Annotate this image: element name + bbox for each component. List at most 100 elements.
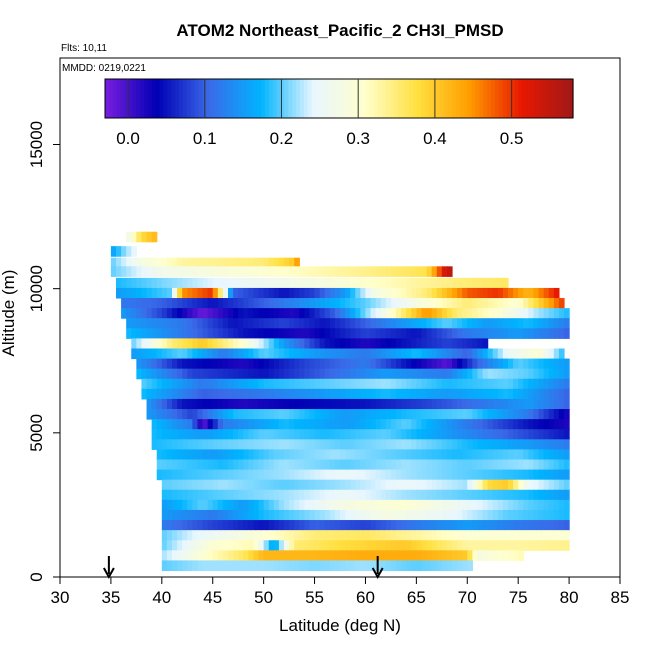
heat-cell-row-27 [222,509,229,521]
heat-cell-row-15 [141,388,148,400]
heat-cell-row-5 [508,287,514,299]
heat-cell-row-26 [248,499,255,511]
heat-cell-row-28 [273,520,280,531]
heat-cell-row-24 [350,479,356,491]
heat-cell-row-8 [523,318,529,329]
heat-cell-row-9 [253,328,260,339]
heat-cell-row-23 [294,469,300,481]
colorbar-segment [319,79,324,118]
colorbar-segment [405,79,410,118]
heat-cell-row-27 [533,509,540,521]
heat-cell-row-5 [380,287,387,299]
heat-cell-row-11 [502,348,509,360]
heat-cell-row-19 [533,429,540,440]
heat-cell-row-12 [452,358,458,370]
heat-cell-row-5 [523,287,529,299]
heat-cell-row-17 [177,409,183,420]
heat-cell-row-25 [161,489,168,501]
x-tick-label: 85 [611,588,630,607]
heat-cell-row-27 [319,509,326,521]
heat-cell-row-17 [431,409,438,420]
heat-cell-row-3 [136,266,143,277]
heat-cell-row-24 [487,479,494,491]
heat-cell-row-9 [538,328,545,339]
heat-cell-row-11 [492,348,499,360]
heat-cell-row-15 [472,388,479,400]
heat-cell-row-8 [126,318,132,329]
heat-cell-row-31 [289,550,295,561]
heat-cell-row-14 [548,378,555,390]
flights-note: Flts: 10,11 [61,43,107,54]
heat-cell-row-25 [243,489,249,501]
colorbar-segment [541,79,547,118]
heat-cell-row-17 [502,409,509,420]
heat-cell-row-27 [289,509,295,521]
heat-cell-row-13 [253,368,260,380]
heat-cell-row-19 [360,429,367,440]
heat-cell-row-6 [121,298,127,309]
heat-cell-row-27 [467,509,473,521]
heat-cell-row-5 [207,287,214,299]
colorbar-segment [463,79,469,118]
colorbar-segment [389,79,395,118]
heat-cell-row-21 [477,449,484,460]
heat-cell-row-27 [543,509,550,521]
heat-cell-row-6 [207,298,214,309]
heat-cell-row-3 [411,266,417,277]
heat-cell-row-14 [263,378,270,390]
heat-cell-row-4 [401,277,407,289]
heat-cell-row-13 [151,368,158,380]
heat-cell-row-14 [553,378,560,390]
heat-cell-row-8 [233,318,239,329]
heat-cell-row-14 [228,378,234,390]
heat-cell-row-12 [248,358,255,370]
heat-cell-row-5 [319,287,326,299]
heat-cell-row-12 [324,358,331,370]
heat-cell-row-26 [309,499,316,511]
heat-cell-row-13 [146,368,153,380]
heat-cell-row-3 [436,266,443,277]
heat-cell-row-15 [340,388,346,400]
heat-cell-row-16 [441,398,448,410]
heat-cell-row-12 [314,358,321,370]
heat-cell-row-16 [396,398,402,410]
heat-cell-row-25 [273,489,280,501]
heat-cell-row-8 [452,318,458,329]
heat-cell-row-12 [462,358,468,370]
heat-cell-row-28 [340,520,346,531]
colorbar-segment [374,79,379,118]
heat-cell-row-26 [426,499,433,511]
heat-cell-row-19 [462,429,468,440]
heat-cell-row-5 [243,287,249,299]
heat-cell-row-19 [528,429,535,440]
heat-cell-row-26 [284,499,290,511]
heat-cell-row-9 [187,328,193,339]
heat-cell-row-20 [487,439,494,450]
heat-cell-row-23 [197,469,204,481]
heat-cell-row-16 [508,398,514,410]
heat-cell-row-7 [172,308,178,319]
heat-cell-row-12 [477,358,484,370]
heat-cell-row-18 [177,419,183,430]
heat-cell-row-28 [457,520,463,531]
heat-cell-row-20 [324,439,331,450]
heat-cell-row-19 [172,429,178,440]
heat-cell-row-12 [467,358,473,370]
heat-cell-row-24 [385,479,392,491]
heat-cell-row-31 [238,550,244,561]
heat-cell-row-12 [360,358,367,370]
heat-cell-row-19 [299,429,305,440]
heat-cell-row-12 [268,358,275,370]
heat-cell-row-5 [187,287,193,299]
heat-cell-row-11 [278,348,285,360]
heat-cell-row-8 [187,318,193,329]
heat-cell-row-16 [543,398,550,410]
colorbar-segment [159,79,165,118]
heat-cell-row-29 [202,530,209,541]
heat-cell-row-16 [268,398,275,410]
heat-cell-row-3 [324,266,331,277]
heat-cell-row-9 [233,328,239,339]
heat-cell-row-32 [401,560,407,572]
heat-cell-row-28 [513,520,519,531]
heat-cell-row-11 [324,348,331,360]
